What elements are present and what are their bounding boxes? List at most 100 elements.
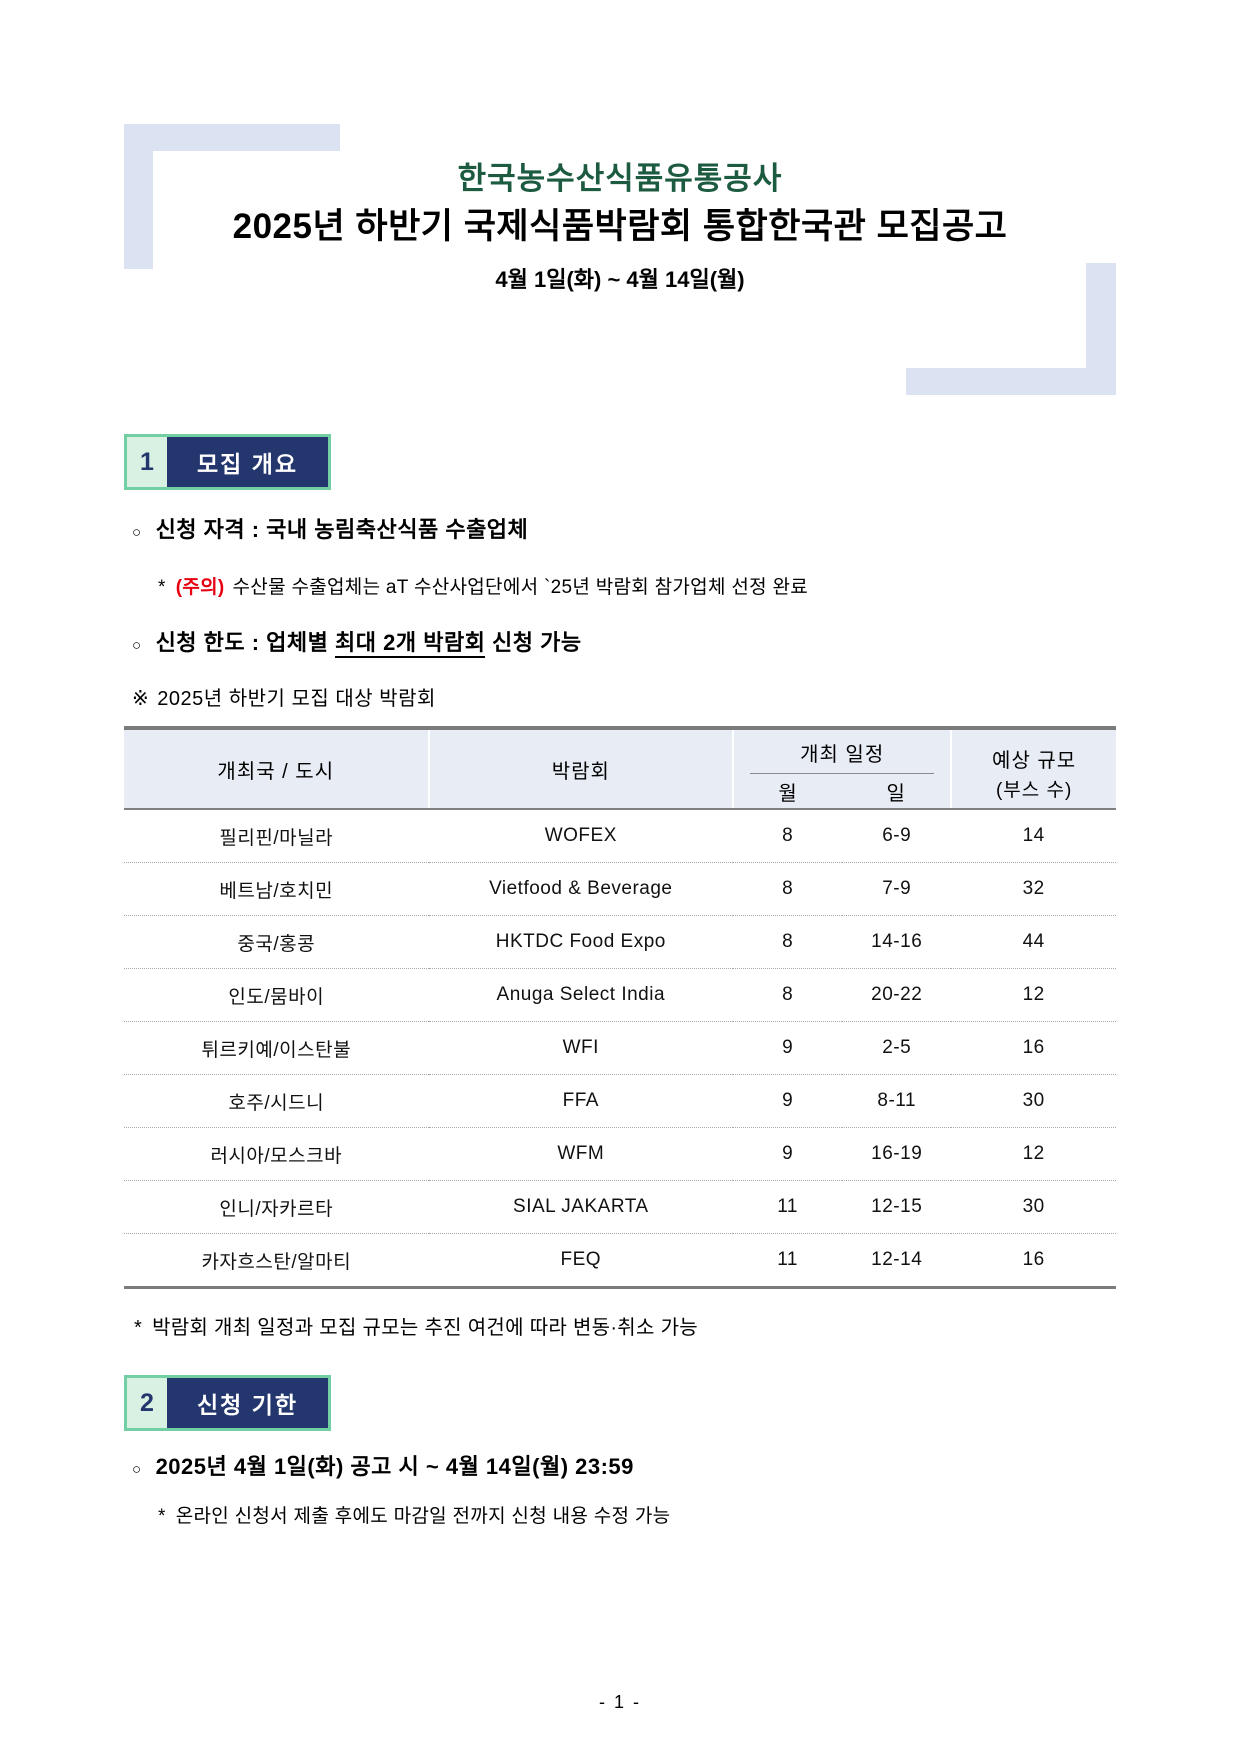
cell-month: 9 bbox=[733, 1127, 843, 1181]
limit-text-pre: 신청 한도 : 업체별 bbox=[155, 630, 336, 655]
cell-expo: Vietfood & Beverage bbox=[428, 862, 734, 916]
cell-country: 러시아/모스크바 bbox=[124, 1127, 429, 1181]
cell-booths: 30 bbox=[951, 1180, 1116, 1234]
note-caution: * (주의) 수산물 수출업체는 aT 수산사업단에서 `25년 박람회 참가업체 … bbox=[158, 575, 1116, 601]
cell-booths: 30 bbox=[951, 1074, 1116, 1128]
header-scale: 예상 규모 (부스 수) bbox=[950, 728, 1116, 810]
table-row: 호주/시드니 FFA 9 8-11 30 bbox=[124, 1074, 1116, 1128]
eligibility-text: 신청 자격 : 국내 농림축산식품 수출업체 bbox=[155, 517, 529, 542]
cell-day: 7-9 bbox=[842, 862, 952, 916]
table-row: 필리핀/마닐라 WOFEX 8 6-9 14 bbox=[124, 809, 1116, 863]
cell-month: 11 bbox=[733, 1233, 843, 1288]
asterisk-marker: * bbox=[158, 577, 166, 598]
header-schedule-label: 개최 일정 bbox=[750, 730, 935, 774]
cell-expo: FFA bbox=[428, 1074, 734, 1128]
cell-booths: 12 bbox=[951, 1127, 1116, 1181]
cell-country: 인도/뭄바이 bbox=[124, 968, 429, 1022]
cell-booths: 12 bbox=[951, 968, 1116, 1022]
cell-month: 8 bbox=[733, 968, 843, 1022]
cell-day: 12-14 bbox=[842, 1233, 952, 1288]
header-month: 월 bbox=[732, 774, 843, 810]
bullet-eligibility: ○ 신청 자격 : 국내 농림축산식품 수출업체 bbox=[124, 514, 1116, 549]
table-caption: ※ 2025년 하반기 모집 대상 박람회 bbox=[132, 686, 1116, 712]
expo-table: 개최국 / 도시 박람회 개최 일정 예상 규모 (부스 수) 월 일 필리핀/… bbox=[124, 726, 1116, 1289]
cell-day: 20-22 bbox=[842, 968, 952, 1022]
header-scale-line1: 예상 규모 bbox=[992, 750, 1077, 772]
decoration-right-horizontal bbox=[906, 368, 1116, 395]
cell-day: 12-15 bbox=[842, 1180, 952, 1234]
section-number: 1 bbox=[127, 437, 167, 487]
table-row: 인도/뭄바이 Anuga Select India 8 20-22 12 bbox=[124, 968, 1116, 1022]
cell-expo: HKTDC Food Expo bbox=[428, 915, 734, 969]
cell-booths: 16 bbox=[951, 1233, 1116, 1288]
table-row: 러시아/모스크바 WFM 9 16-19 12 bbox=[124, 1127, 1116, 1181]
table-row: 베트남/호치민 Vietfood & Beverage 8 7-9 32 bbox=[124, 862, 1116, 916]
header-day: 일 bbox=[842, 774, 952, 810]
cell-day: 2-5 bbox=[842, 1021, 952, 1075]
section-title: 신청 기한 bbox=[167, 1378, 329, 1428]
header-expo: 박람회 bbox=[427, 728, 734, 810]
header-scale-line2: (부스 수) bbox=[995, 780, 1073, 801]
cell-country: 베트남/호치민 bbox=[124, 862, 429, 916]
asterisk-marker: * bbox=[134, 1317, 143, 1339]
cell-day: 14-16 bbox=[842, 915, 952, 969]
table-row: 카자흐스탄/알마티 FEQ 11 12-14 16 bbox=[124, 1233, 1116, 1288]
cell-expo: WOFEX bbox=[544, 825, 617, 846]
circle-bullet-icon: ○ bbox=[132, 637, 142, 654]
table-row: 튀르키예/이스탄불 WFI 9 2-5 16 bbox=[124, 1021, 1116, 1075]
application-period: 4월 1일(화) ~ 4월 14일(월) bbox=[495, 267, 745, 292]
cell-booths: 14 bbox=[1022, 825, 1045, 846]
cell-country: 인니/자카르타 bbox=[124, 1180, 429, 1234]
document-header: 한국농수산식품유통공사 2025년 하반기 국제식품박람회 통합한국관 모집공고… bbox=[0, 0, 1240, 294]
section-number: 2 bbox=[127, 1378, 167, 1428]
table-footnote: * 박람회 개최 일정과 모집 규모는 추진 여건에 따라 변동·취소 가능 bbox=[134, 1315, 1116, 1341]
edit-note-text: 온라인 신청서 제출 후에도 마감일 전까지 신청 내용 수정 가능 bbox=[175, 1506, 671, 1527]
cell-day: 16-19 bbox=[842, 1127, 952, 1181]
cell-booths: 44 bbox=[951, 915, 1116, 969]
cell-expo: FEQ bbox=[428, 1233, 734, 1288]
header-schedule: 개최 일정 bbox=[732, 728, 952, 774]
cell-day: 8-11 bbox=[842, 1074, 952, 1128]
cell-day: 6-9 bbox=[882, 825, 912, 846]
caution-label: (주의) bbox=[175, 577, 225, 598]
page-title: 2025년 하반기 국제식품박람회 통합한국관 모집공고 bbox=[232, 207, 1008, 246]
limit-text-post: 신청 가능 bbox=[485, 630, 582, 655]
cell-month: 8 bbox=[733, 915, 843, 969]
circle-bullet-icon: ○ bbox=[132, 524, 142, 541]
expo-table-body: 필리핀/마닐라 WOFEX 8 6-9 14 베트남/호치민 Vietfood & Beve… bbox=[124, 809, 1116, 1288]
table-footnote-text: 박람회 개최 일정과 모집 규모는 추진 여건에 따라 변동·취소 가능 bbox=[152, 1317, 698, 1339]
deadline-text: 2025년 4월 1일(화) 공고 시 ~ 4월 14일(월) 23:59 bbox=[155, 1454, 634, 1479]
section-2-badge: 2 신청 기한 bbox=[124, 1375, 332, 1431]
organization-title: 한국농수산식품유통공사 bbox=[457, 161, 783, 196]
bullet-limit: ○ 신청 한도 : 업체별 최대 2개 박람회 신청 가능 bbox=[124, 627, 1116, 662]
cell-country: 호주/시드니 bbox=[124, 1074, 429, 1128]
circle-bullet-icon: ○ bbox=[132, 1461, 142, 1478]
page-number: - 1 - bbox=[598, 1692, 641, 1712]
expo-table-header: 개최국 / 도시 박람회 개최 일정 예상 규모 (부스 수) 월 일 bbox=[124, 728, 1116, 810]
table-row: 인니/자카르타 SIAL JAKARTA 11 12-15 30 bbox=[124, 1180, 1116, 1234]
section-1-badge: 1 모집 개요 bbox=[124, 434, 332, 490]
table-row: 중국/홍콩 HKTDC Food Expo 8 14-16 44 bbox=[124, 915, 1116, 969]
reference-marker: ※ bbox=[132, 688, 150, 710]
section-title: 모집 개요 bbox=[167, 437, 329, 487]
table-caption-text: 2025년 하반기 모집 대상 박람회 bbox=[157, 688, 436, 710]
cell-booths: 16 bbox=[951, 1021, 1116, 1075]
caution-text: 수산물 수출업체는 aT 수산사업단에서 `25년 박람회 참가업체 선정 완료 bbox=[232, 577, 809, 598]
decoration-top-left-vertical bbox=[124, 124, 153, 269]
cell-country: 중국/홍콩 bbox=[124, 915, 429, 969]
cell-expo: SIAL JAKARTA bbox=[428, 1180, 734, 1234]
bullet-deadline: ○ 2025년 4월 1일(화) 공고 시 ~ 4월 14일(월) 23:59 bbox=[124, 1451, 1116, 1486]
cell-country: 카자흐스탄/알마티 bbox=[124, 1233, 429, 1288]
cell-booths: 32 bbox=[951, 862, 1116, 916]
note-edit: * 온라인 신청서 제출 후에도 마감일 전까지 신청 내용 수정 가능 bbox=[158, 1504, 1116, 1530]
cell-country: 튀르키예/이스탄불 bbox=[124, 1021, 429, 1075]
limit-text-underlined: 최대 2개 박람회 bbox=[335, 630, 486, 658]
header-country: 개최국 / 도시 bbox=[124, 728, 429, 810]
cell-expo: Anuga Select India bbox=[428, 968, 734, 1022]
cell-expo: WFI bbox=[428, 1021, 734, 1075]
limit-text: 신청 한도 : 업체별 최대 2개 박람회 신청 가능 bbox=[156, 627, 582, 659]
cell-month: 8 bbox=[782, 825, 794, 846]
cell-expo: WFM bbox=[428, 1127, 734, 1181]
document-body: 1 모집 개요 ○ 신청 자격 : 국내 농림축산식품 수출업체 * (주의) 수산… bbox=[124, 294, 1116, 1530]
cell-month: 11 bbox=[733, 1180, 843, 1234]
